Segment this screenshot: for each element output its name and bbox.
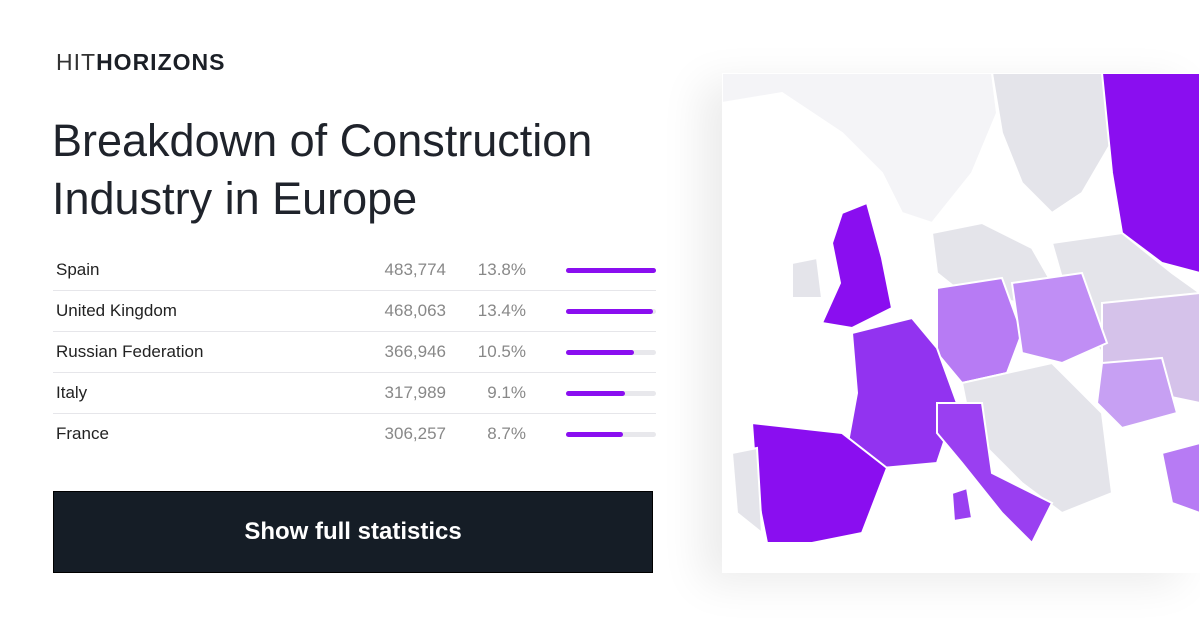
table-row: France 306,257 8.7%	[53, 414, 656, 454]
construction-value: 317,989	[384, 383, 446, 402]
share-track	[566, 268, 656, 273]
share-label: 13.8%	[477, 260, 526, 279]
table-row: United Kingdom 468,063 13.4%	[53, 291, 656, 332]
country-name: Italy	[56, 383, 88, 402]
country-name: United Kingdom	[56, 301, 177, 320]
table-row: Italy 317,989 9.1%	[53, 373, 656, 414]
share-label: 10.5%	[477, 342, 526, 361]
share-label: 8.7%	[487, 424, 526, 443]
logo-light: HIT	[56, 49, 97, 75]
share-bar	[566, 350, 635, 355]
share-label: 13.4%	[477, 301, 526, 320]
share-bar	[566, 391, 626, 396]
table-row: Russian Federation 366,946 10.5%	[53, 332, 656, 373]
logo: HITHORIZONS	[56, 50, 225, 74]
country-name: Russian Federation	[56, 342, 204, 361]
share-track	[566, 350, 656, 355]
share-bar	[566, 432, 623, 437]
country-name: France	[56, 424, 109, 443]
construction-value: 483,774	[384, 260, 446, 279]
share-track	[566, 432, 656, 437]
construction-value: 366,946	[384, 342, 446, 361]
europe-map	[722, 73, 1200, 573]
construction-value: 468,063	[384, 301, 446, 320]
share-label: 9.1%	[487, 383, 526, 402]
table-row: Spain 483,774 13.8%	[53, 250, 656, 291]
logo-bold: HORIZONS	[96, 49, 226, 75]
stats-table: Spain 483,774 13.8% United Kingdom 468,063 13…	[53, 250, 656, 454]
country-name: Spain	[56, 260, 100, 279]
share-bar	[566, 268, 656, 273]
share-track	[566, 391, 656, 396]
share-track	[566, 309, 656, 314]
title: Breakdown of Construction Industry in Eu…	[52, 115, 593, 224]
show-statistics-button[interactable]: Show full statistics	[53, 491, 653, 573]
share-bar	[566, 309, 654, 314]
construction-value: 306,257	[384, 424, 446, 443]
